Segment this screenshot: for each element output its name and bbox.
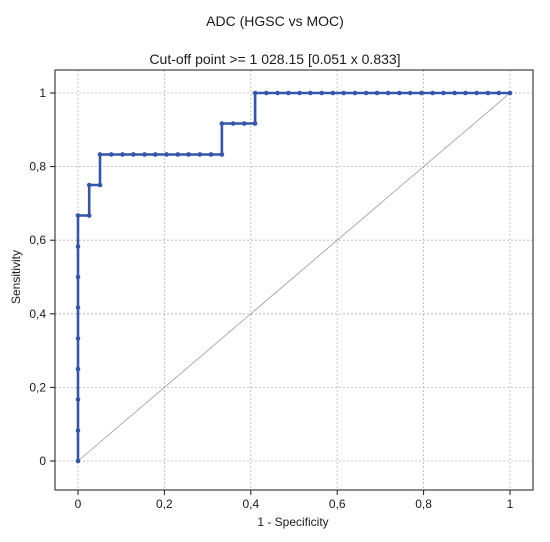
- reference-diagonal: [77, 92, 511, 462]
- y-tick-label: 0,2: [29, 380, 46, 394]
- roc-point: [385, 90, 391, 96]
- x-tick-label: 0,4: [242, 497, 259, 511]
- roc-point: [197, 152, 203, 157]
- roc-point: [86, 213, 92, 218]
- roc-point: [164, 152, 169, 157]
- roc-point: [319, 90, 324, 96]
- roc-point: [474, 90, 480, 96]
- y-tick-label: 0,8: [29, 160, 46, 174]
- roc-point: [374, 90, 380, 96]
- x-axis-label: 1 - Specificity: [257, 515, 328, 529]
- x-tick-label: 0,8: [415, 497, 432, 511]
- roc-point: [308, 90, 313, 96]
- roc-point: [441, 90, 446, 96]
- roc-point: [219, 152, 225, 157]
- x-tick-label: 1: [507, 497, 514, 511]
- roc-point: [352, 90, 358, 96]
- roc-point: [86, 182, 92, 188]
- roc-point: [75, 244, 81, 249]
- x-tick-label: 0,2: [156, 497, 173, 511]
- roc-point: [120, 152, 125, 157]
- roc-point: [153, 152, 158, 157]
- roc-point: [75, 213, 81, 218]
- roc-point: [485, 90, 491, 96]
- roc-point: [363, 90, 369, 96]
- roc-point: [264, 90, 269, 96]
- roc-point: [397, 90, 402, 96]
- roc-point: [419, 90, 424, 96]
- y-tick-label: 0,6: [29, 233, 46, 247]
- roc-point: [341, 90, 346, 96]
- roc-point: [230, 121, 236, 126]
- roc-point: [330, 90, 336, 96]
- roc-point: [175, 152, 181, 157]
- roc-point: [75, 366, 81, 372]
- roc-point: [75, 458, 81, 464]
- roc-point: [275, 90, 280, 96]
- x-tick-label: 0: [75, 497, 82, 511]
- chart-subtitle: Cut-off point >= 1 028.15 [0.051 x 0.833…: [149, 51, 400, 67]
- roc-point: [430, 90, 435, 96]
- roc-point: [97, 152, 103, 157]
- roc-point: [286, 90, 291, 96]
- roc-point: [130, 152, 136, 157]
- roc-point: [75, 428, 81, 433]
- roc-point: [452, 90, 458, 96]
- y-tick-label: 0: [39, 454, 46, 468]
- series-layer: [75, 90, 513, 464]
- roc-point: [75, 336, 81, 341]
- roc-point: [407, 90, 413, 96]
- roc-point: [496, 90, 502, 96]
- grid-lines: [55, 70, 533, 490]
- roc-curve-line: [76, 91, 510, 461]
- roc-point: [142, 152, 147, 157]
- y-tick-label: 1: [39, 86, 46, 100]
- roc-point: [97, 182, 103, 188]
- x-tick-label: 0,6: [329, 497, 346, 511]
- roc-point: [186, 152, 191, 157]
- roc-point: [75, 274, 81, 280]
- plot-area-frame: [54, 69, 534, 491]
- y-axis-label: Sensitivity: [9, 250, 23, 304]
- roc-point: [208, 152, 214, 157]
- roc-point: [252, 90, 258, 96]
- roc-point: [463, 90, 468, 96]
- chart-title: ADC (HGSC vs MOC): [206, 13, 344, 29]
- y-tick-label: 0,4: [29, 307, 46, 321]
- roc-point: [297, 90, 302, 96]
- roc-point: [108, 152, 114, 157]
- roc-point: [507, 90, 513, 96]
- roc-point: [252, 121, 258, 126]
- roc-point: [219, 121, 225, 126]
- roc-point: [75, 305, 81, 310]
- roc-point: [242, 121, 247, 126]
- axis-ticks: 0 0,2 0,4 0,6 0,8 1 0 0,2 0,4 0,6 0,8 1: [29, 86, 513, 511]
- roc-point: [75, 397, 81, 402]
